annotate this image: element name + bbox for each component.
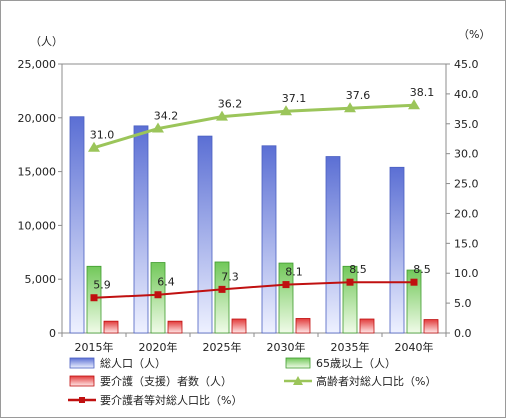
legend-swatch — [69, 357, 95, 369]
data-label: 36.2 — [218, 98, 243, 111]
x-tick-label: 2040年 — [395, 340, 434, 354]
data-label: 6.4 — [157, 276, 175, 289]
bar — [197, 135, 213, 334]
legend-label: 高齢者対総人口比（%） — [316, 374, 436, 388]
point-marker — [216, 110, 228, 121]
legend-swatch — [285, 357, 311, 369]
legend-marker — [79, 397, 85, 403]
point-marker — [152, 122, 164, 133]
right-tick-label: 15.0 — [454, 237, 479, 250]
data-label: 8.1 — [285, 266, 303, 279]
point-marker — [408, 99, 420, 110]
data-label: 37.6 — [346, 89, 371, 102]
x-tick-label: 2035年 — [331, 340, 370, 354]
plot-area — [61, 63, 447, 334]
bar — [389, 166, 405, 334]
left-tick-label: 5,000 — [25, 273, 57, 286]
series-line — [93, 103, 415, 150]
bar — [133, 125, 149, 334]
point-marker — [90, 294, 98, 302]
bar — [214, 261, 230, 334]
bar — [278, 262, 294, 334]
left-tick-label: 15,000 — [18, 166, 57, 179]
data-label: 8.5 — [349, 263, 367, 276]
right-tick-label: 0.0 — [454, 327, 472, 340]
point-marker — [218, 285, 226, 293]
right-tick-label: 40.0 — [454, 88, 479, 101]
series-line — [93, 281, 414, 299]
bar — [423, 319, 439, 334]
x-tick-label: 2025年 — [203, 340, 242, 354]
legend-marker — [293, 376, 303, 385]
bar — [295, 318, 311, 334]
point-marker — [282, 281, 290, 289]
bar — [325, 156, 341, 334]
bar — [359, 318, 375, 334]
left-tick-label: 0 — [49, 327, 56, 340]
right-tick-label: 10.0 — [454, 267, 479, 280]
left-tick-label: 20,000 — [18, 112, 57, 125]
bar — [261, 145, 277, 334]
x-tick-label: 2015年 — [75, 340, 114, 354]
x-tick-label: 2020年 — [139, 340, 178, 354]
data-label: 31.0 — [90, 129, 115, 142]
bar — [167, 320, 183, 334]
right-tick-label: 45.0 — [454, 58, 479, 71]
right-tick-label: 20.0 — [454, 207, 479, 220]
data-label: 37.1 — [282, 92, 307, 105]
point-marker — [344, 102, 356, 113]
data-label: 34.2 — [154, 110, 179, 123]
point-marker — [410, 278, 418, 286]
point-marker — [154, 291, 162, 299]
legend-label: 要介護者等対総人口比（%） — [100, 393, 242, 407]
data-label: 7.3 — [221, 270, 239, 283]
data-label: 5.9 — [93, 279, 111, 292]
bar — [69, 116, 85, 334]
right-axis-unit: （%） — [458, 28, 490, 41]
left-tick-label: 25,000 — [18, 58, 57, 71]
right-tick-label: 30.0 — [454, 148, 479, 161]
x-tick-label: 2030年 — [267, 340, 306, 354]
left-axis-unit: （人） — [30, 35, 63, 48]
bar — [342, 265, 358, 334]
bar — [406, 269, 422, 334]
legend-label: 要介護（支援）者数（人） — [100, 374, 232, 388]
data-label: 8.5 — [413, 263, 431, 276]
bar — [231, 318, 247, 334]
right-tick-label: 35.0 — [454, 118, 479, 131]
point-marker — [88, 141, 100, 152]
legend-label: 65歳以上（人） — [316, 357, 396, 370]
legend-label: 総人口（人） — [100, 356, 166, 370]
bar — [103, 320, 119, 334]
point-marker — [346, 278, 354, 286]
legend-swatch — [69, 375, 95, 387]
data-label: 38.1 — [410, 86, 435, 99]
left-tick-label: 10,000 — [18, 219, 57, 232]
right-tick-label: 25.0 — [454, 178, 479, 191]
right-tick-label: 5.0 — [454, 297, 472, 310]
point-marker — [280, 105, 292, 116]
